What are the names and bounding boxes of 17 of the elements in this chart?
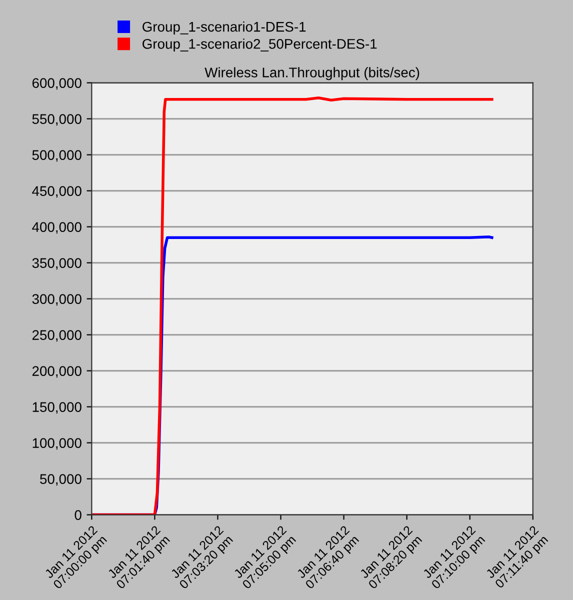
legend-label: Group_1-scenario1-DES-1 [142, 22, 306, 34]
y-tick-label: 450,000 [32, 186, 82, 198]
y-tick-label: 600,000 [32, 78, 82, 90]
y-tick-label: 550,000 [32, 114, 82, 126]
y-tick-label: 200,000 [32, 366, 82, 378]
chart-title: Wireless Lan.Throughput (bits/sec) [204, 67, 420, 80]
y-tick-label: 0 [74, 510, 82, 520]
y-tick-label: 500,000 [32, 150, 82, 162]
y-tick-label: 300,000 [32, 294, 82, 306]
y-tick-label: 250,000 [32, 330, 82, 342]
y-tick-label: 100,000 [32, 438, 82, 450]
y-tick-label: 50,000 [40, 474, 82, 486]
y-tick-label: 350,000 [32, 258, 82, 270]
legend-label: Group_1-scenario2_50Percent-DES-1 [142, 38, 377, 52]
y-tick-label: 150,000 [32, 402, 82, 414]
line-series [92, 96, 494, 515]
y-tick-label: 400,000 [32, 222, 82, 234]
